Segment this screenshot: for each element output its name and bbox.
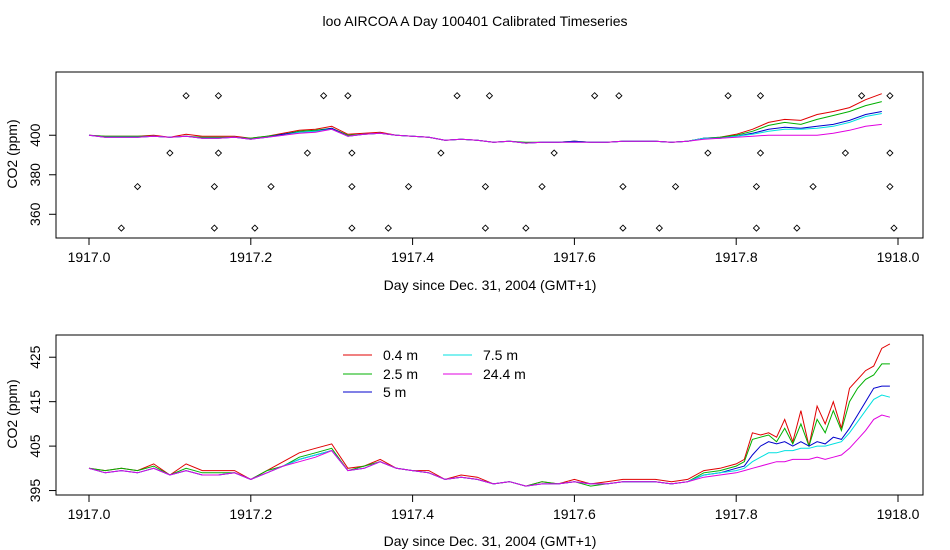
y-tick-label: 415 — [27, 390, 43, 414]
outlier-point — [886, 149, 894, 157]
outlier-point — [538, 182, 546, 191]
outlier-point — [793, 224, 801, 232]
legend: 0.4 m 2.5 m 5 m 7.5 m 24.4 m — [343, 347, 526, 400]
outlier-point — [384, 224, 392, 232]
outlier-point — [619, 224, 627, 232]
outlier-point — [481, 182, 490, 191]
outlier-point — [886, 182, 894, 191]
x-tick-label: 1918.0 — [877, 249, 920, 265]
outlier-point — [857, 92, 866, 100]
outlier-point — [522, 224, 530, 232]
legend-label: 7.5 m — [483, 347, 518, 363]
outlier-point — [655, 224, 663, 232]
outlier-point — [481, 224, 490, 232]
series-line-24-4-m — [88, 414, 891, 487]
x-tick-label: 1917.2 — [229, 249, 272, 265]
outlier-point — [133, 182, 142, 191]
outlier-point — [704, 149, 712, 157]
outlier-point — [671, 182, 680, 191]
outlier-point — [841, 149, 850, 157]
lower-plot-panel: 1917.0 1917.2 1917.4 1917.6 1917.8 1918.0 395 4… — [4, 334, 924, 549]
y-tick-label: 425 — [27, 345, 43, 369]
outlier-point — [166, 149, 174, 157]
lower-x-axis-label: Day since Dec. 31, 2004 (GMT+1) — [384, 533, 597, 549]
outlier-point — [210, 182, 219, 191]
x-tick-label: 1917.0 — [68, 506, 111, 522]
outlier-point — [756, 149, 765, 157]
outlier-point — [344, 92, 352, 100]
outlier-point — [437, 149, 445, 157]
y-tick-label: 405 — [27, 434, 43, 458]
outlier-point — [809, 182, 817, 191]
outlier-point — [303, 149, 312, 157]
x-tick-label: 1917.6 — [553, 249, 596, 265]
series-line-2-5-m — [88, 363, 890, 487]
chart-title: loo AIRCOA A Day 100401 Calibrated Times… — [322, 13, 627, 29]
lower-plot-frame — [55, 334, 924, 496]
lower-series-lines — [88, 343, 891, 487]
series-line-24-4-m — [88, 123, 882, 144]
outlier-point — [214, 92, 223, 100]
x-tick-label: 1917.4 — [391, 249, 434, 265]
outlier-point — [550, 149, 558, 157]
outlier-point — [404, 182, 413, 191]
legend-label: 5 m — [383, 384, 406, 400]
outlier-point — [619, 182, 627, 191]
outlier-point — [752, 182, 761, 191]
x-tick-label: 1917.2 — [229, 506, 272, 522]
x-tick-label: 1917.8 — [715, 249, 758, 265]
outlier-point — [348, 224, 356, 232]
lower-axis-ticks: 1917.0 1917.2 1917.4 1917.6 1917.8 1918.0 395 4… — [27, 345, 920, 522]
legend-label: 0.4 m — [383, 347, 418, 363]
outlier-point — [590, 92, 599, 100]
outlier-point — [886, 92, 894, 100]
upper-plot-frame — [55, 71, 924, 239]
outlier-point — [485, 92, 494, 100]
upper-plot-panel: 1917.0 1917.2 1917.4 1917.6 1917.8 1918.0 360 3… — [4, 71, 924, 293]
upper-outlier-points — [117, 92, 898, 232]
x-tick-label: 1917.4 — [391, 506, 434, 522]
y-tick-label: 360 — [27, 202, 43, 226]
outlier-point — [615, 92, 623, 100]
x-tick-label: 1917.8 — [715, 506, 758, 522]
outlier-point — [251, 224, 259, 232]
outlier-point — [348, 182, 356, 191]
x-tick-label: 1918.0 — [877, 506, 920, 522]
x-tick-label: 1917.6 — [553, 506, 596, 522]
outlier-point — [752, 224, 761, 232]
upper-axis-ticks: 1917.0 1917.2 1917.4 1917.6 1917.8 1918.0 360 3… — [27, 123, 920, 265]
outlier-point — [319, 92, 328, 100]
outlier-point — [890, 224, 898, 232]
legend-label: 24.4 m — [483, 366, 526, 382]
upper-series-lines — [88, 93, 882, 144]
y-tick-label: 395 — [27, 479, 43, 503]
upper-x-axis-label: Day since Dec. 31, 2004 (GMT+1) — [384, 277, 597, 293]
outlier-point — [756, 92, 765, 100]
lower-y-axis-label: CO2 (ppm) — [4, 379, 20, 448]
upper-y-axis-label: CO2 (ppm) — [4, 119, 20, 188]
y-tick-label: 400 — [27, 123, 43, 147]
x-tick-label: 1917.0 — [68, 249, 111, 265]
outlier-point — [724, 92, 732, 100]
outlier-point — [267, 182, 275, 191]
outlier-point — [214, 149, 223, 157]
outlier-point — [348, 149, 356, 157]
outlier-point — [117, 224, 125, 232]
y-tick-label: 380 — [27, 163, 43, 187]
legend-label: 2.5 m — [383, 366, 418, 382]
outlier-point — [453, 92, 461, 100]
outlier-point — [210, 224, 219, 232]
outlier-point — [182, 92, 190, 100]
